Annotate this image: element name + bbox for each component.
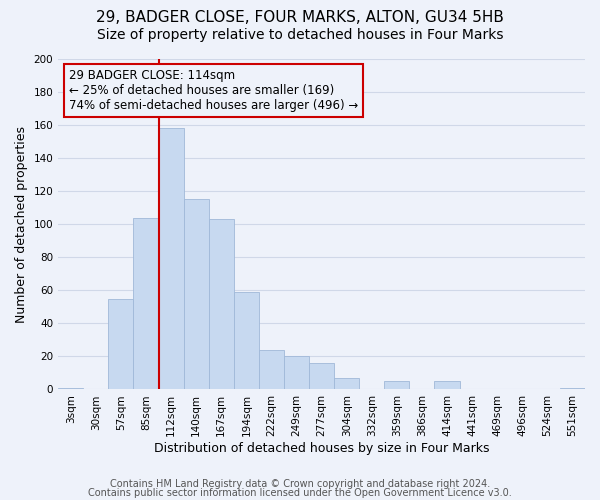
Text: Size of property relative to detached houses in Four Marks: Size of property relative to detached ho… xyxy=(97,28,503,42)
X-axis label: Distribution of detached houses by size in Four Marks: Distribution of detached houses by size … xyxy=(154,442,490,455)
Bar xyxy=(133,218,158,390)
Bar xyxy=(385,381,409,390)
Bar xyxy=(58,388,83,390)
Text: Contains public sector information licensed under the Open Government Licence v3: Contains public sector information licen… xyxy=(88,488,512,498)
Bar xyxy=(334,378,359,390)
Bar xyxy=(109,298,133,390)
Text: 29, BADGER CLOSE, FOUR MARKS, ALTON, GU34 5HB: 29, BADGER CLOSE, FOUR MARKS, ALTON, GU3… xyxy=(96,10,504,25)
Bar xyxy=(309,363,334,390)
Bar xyxy=(184,200,209,390)
Bar xyxy=(284,356,309,390)
Bar xyxy=(234,292,259,390)
Text: 29 BADGER CLOSE: 114sqm
← 25% of detached houses are smaller (169)
74% of semi-d: 29 BADGER CLOSE: 114sqm ← 25% of detache… xyxy=(69,69,358,112)
Bar xyxy=(434,381,460,390)
Bar xyxy=(158,128,184,390)
Bar xyxy=(259,350,284,390)
Bar xyxy=(209,220,234,390)
Y-axis label: Number of detached properties: Number of detached properties xyxy=(15,126,28,322)
Text: Contains HM Land Registry data © Crown copyright and database right 2024.: Contains HM Land Registry data © Crown c… xyxy=(110,479,490,489)
Bar xyxy=(560,388,585,390)
